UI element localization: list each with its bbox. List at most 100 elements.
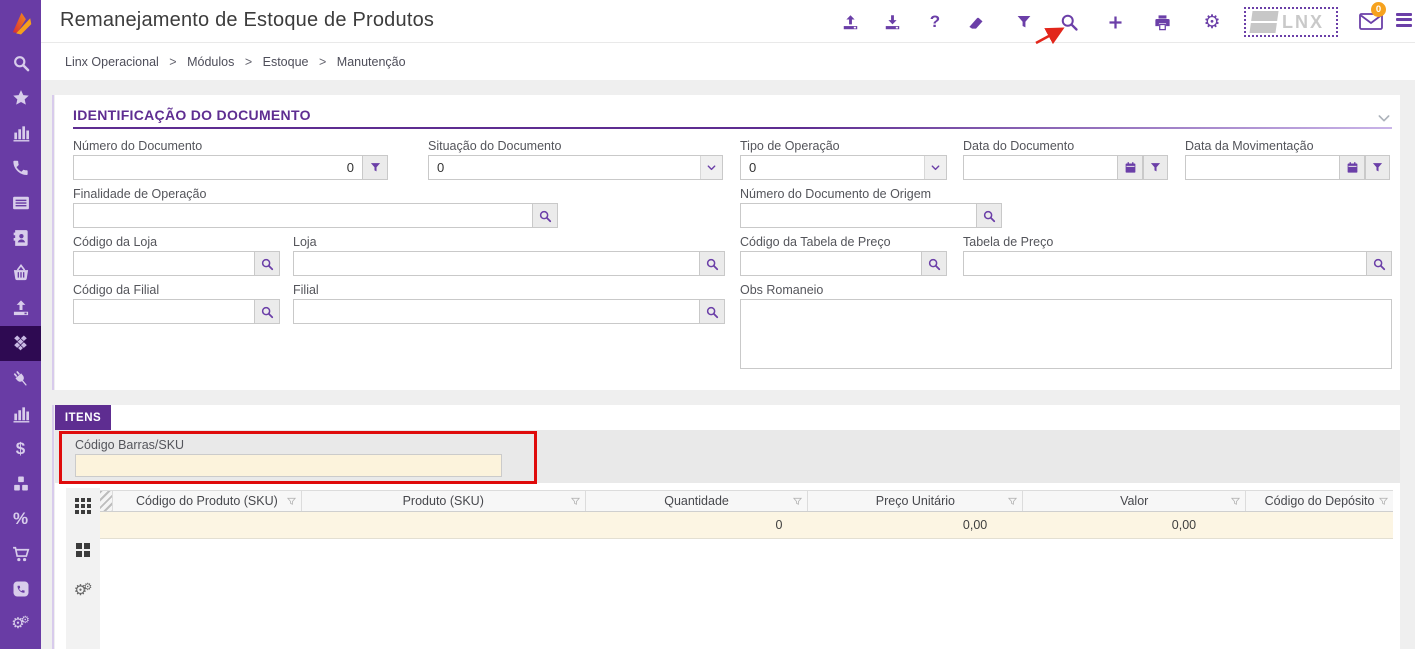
settings-button[interactable]: ⚙: [1199, 9, 1225, 35]
tabela-preco-input[interactable]: [963, 251, 1367, 276]
data-documento-filter-button[interactable]: [1143, 155, 1168, 180]
field-label: Número do Documento: [73, 139, 203, 153]
data-movimentacao-filter-button[interactable]: [1365, 155, 1390, 180]
filial-search-button[interactable]: [700, 299, 725, 324]
breadcrumb-item[interactable]: Manutenção: [336, 55, 406, 69]
sidebar-bar-chart2-icon[interactable]: [0, 396, 41, 431]
barcode-sku-input[interactable]: [75, 454, 502, 477]
situacao-documento-select[interactable]: 0: [428, 155, 723, 180]
column-header-preco-unitario[interactable]: Preço Unitário: [808, 491, 1024, 511]
loja-search-button[interactable]: [700, 251, 725, 276]
numero-doc-origem-search-button[interactable]: [977, 203, 1002, 228]
print-button[interactable]: [1149, 9, 1175, 35]
funnel-icon: [370, 163, 380, 172]
cell-codigo-produto[interactable]: [113, 512, 302, 538]
data-documento-input[interactable]: [963, 155, 1118, 180]
sidebar-cart-icon[interactable]: [0, 536, 41, 571]
codigo-loja-input[interactable]: [73, 251, 255, 276]
mail-badge: 0: [1371, 2, 1386, 17]
grid-settings-button[interactable]: ⚙⚙: [66, 578, 100, 602]
funnel-icon: [1150, 163, 1161, 172]
sidebar-phone-icon[interactable]: [0, 150, 41, 185]
cell-codigo-deposito[interactable]: [1246, 512, 1393, 538]
grid-entry-row: 0 0,00 0,00: [100, 512, 1393, 539]
chevron-down-icon[interactable]: [700, 156, 722, 179]
field-label: Situação do Documento: [428, 139, 562, 153]
sidebar-list-card-icon[interactable]: [0, 185, 41, 220]
numero-documento-filter-button[interactable]: [363, 155, 388, 180]
column-header-valor[interactable]: Valor: [1023, 491, 1247, 511]
data-movimentacao-input[interactable]: [1185, 155, 1340, 180]
section-title: IDENTIFICAÇÃO DO DOCUMENTO: [73, 107, 311, 123]
row-handle[interactable]: [100, 512, 113, 538]
hamburger-menu-button[interactable]: [1396, 13, 1412, 29]
add-button[interactable]: [1102, 9, 1128, 35]
percent-glyph: %: [12, 508, 29, 528]
search-icon: [539, 210, 552, 222]
column-header-codigo-deposito[interactable]: Código do Depósito: [1246, 491, 1393, 511]
codigo-tabela-preco-search-button[interactable]: [922, 251, 947, 276]
data-documento-calendar-button[interactable]: [1118, 155, 1143, 180]
collapse-chevron-icon[interactable]: [1376, 110, 1392, 126]
codigo-tabela-preco-input[interactable]: [740, 251, 922, 276]
row-handle-header: [100, 491, 113, 511]
grid-layout-button[interactable]: [66, 538, 100, 562]
finalidade-operacao-search-button[interactable]: [533, 203, 558, 228]
codigo-filial-search-button[interactable]: [255, 299, 280, 324]
help-button[interactable]: ?: [922, 9, 948, 35]
codigo-filial-input[interactable]: [73, 299, 255, 324]
codigo-loja-search-button[interactable]: [255, 251, 280, 276]
sidebar-bar-chart-icon[interactable]: [0, 115, 41, 150]
sidebar-cubes-icon[interactable]: [0, 466, 41, 501]
loja-input[interactable]: [293, 251, 700, 276]
sidebar-stock-box-icon[interactable]: [0, 326, 41, 361]
breadcrumb-item[interactable]: Estoque: [262, 55, 309, 69]
tab-itens[interactable]: ITENS: [55, 405, 111, 430]
sidebar-search-icon[interactable]: [0, 45, 41, 80]
column-header-quantidade[interactable]: Quantidade: [586, 491, 809, 511]
search-button[interactable]: [1056, 9, 1082, 35]
gear-icon: ⚙: [1203, 11, 1221, 33]
cell-produto[interactable]: [302, 512, 586, 538]
grid-columns-button[interactable]: [66, 494, 100, 518]
numero-documento-input[interactable]: [73, 155, 363, 180]
sidebar-contacts-book-icon[interactable]: [0, 220, 41, 255]
calendar-icon: [1125, 162, 1135, 173]
dollar-glyph: $: [15, 438, 26, 458]
download-button[interactable]: [879, 9, 905, 35]
breadcrumb-item[interactable]: Linx Operacional: [65, 55, 159, 69]
sidebar-phone-square-icon[interactable]: [0, 571, 41, 606]
breadcrumb-item[interactable]: Módulos: [187, 55, 235, 69]
sidebar-upload-icon[interactable]: [0, 290, 41, 325]
cell-valor[interactable]: 0,00: [1171, 518, 1197, 532]
filter-button[interactable]: [1011, 9, 1037, 35]
column-header-produto[interactable]: Produto (SKU): [302, 491, 586, 511]
filter-icon: [570, 497, 580, 505]
sidebar-percent-icon[interactable]: %: [0, 501, 41, 536]
eraser-button[interactable]: [963, 9, 989, 35]
mail-button[interactable]: [1358, 10, 1386, 34]
obs-romaneio-textarea[interactable]: [740, 299, 1392, 369]
sidebar-gears-icon[interactable]: ⚙⚙: [11, 615, 30, 632]
sidebar-dollar-icon[interactable]: $: [0, 431, 41, 466]
lnx-logo-placeholder[interactable]: LNX: [1244, 7, 1338, 37]
lnx-bars-icon: [1249, 11, 1279, 33]
linx-logo[interactable]: [0, 0, 41, 43]
sidebar: $ % ⚙⚙: [0, 0, 41, 649]
cell-quantidade[interactable]: 0: [775, 518, 783, 532]
chevron-down-icon[interactable]: [924, 156, 946, 179]
tipo-operacao-select[interactable]: 0: [740, 155, 947, 180]
sidebar-plug-icon[interactable]: [0, 361, 41, 396]
filial-input[interactable]: [293, 299, 700, 324]
finalidade-operacao-input[interactable]: [73, 203, 533, 228]
tabela-preco-search-button[interactable]: [1367, 251, 1392, 276]
numero-doc-origem-input[interactable]: [740, 203, 977, 228]
search-icon: [706, 306, 719, 318]
sidebar-basket-icon[interactable]: [0, 255, 41, 290]
sidebar-star-icon[interactable]: [0, 80, 41, 115]
column-header-codigo-produto[interactable]: Código do Produto (SKU): [113, 491, 302, 511]
cell-preco-unitario[interactable]: 0,00: [962, 518, 988, 532]
upload-button[interactable]: [837, 9, 863, 35]
grid-2x2-icon: [76, 543, 90, 557]
data-movimentacao-calendar-button[interactable]: [1340, 155, 1365, 180]
